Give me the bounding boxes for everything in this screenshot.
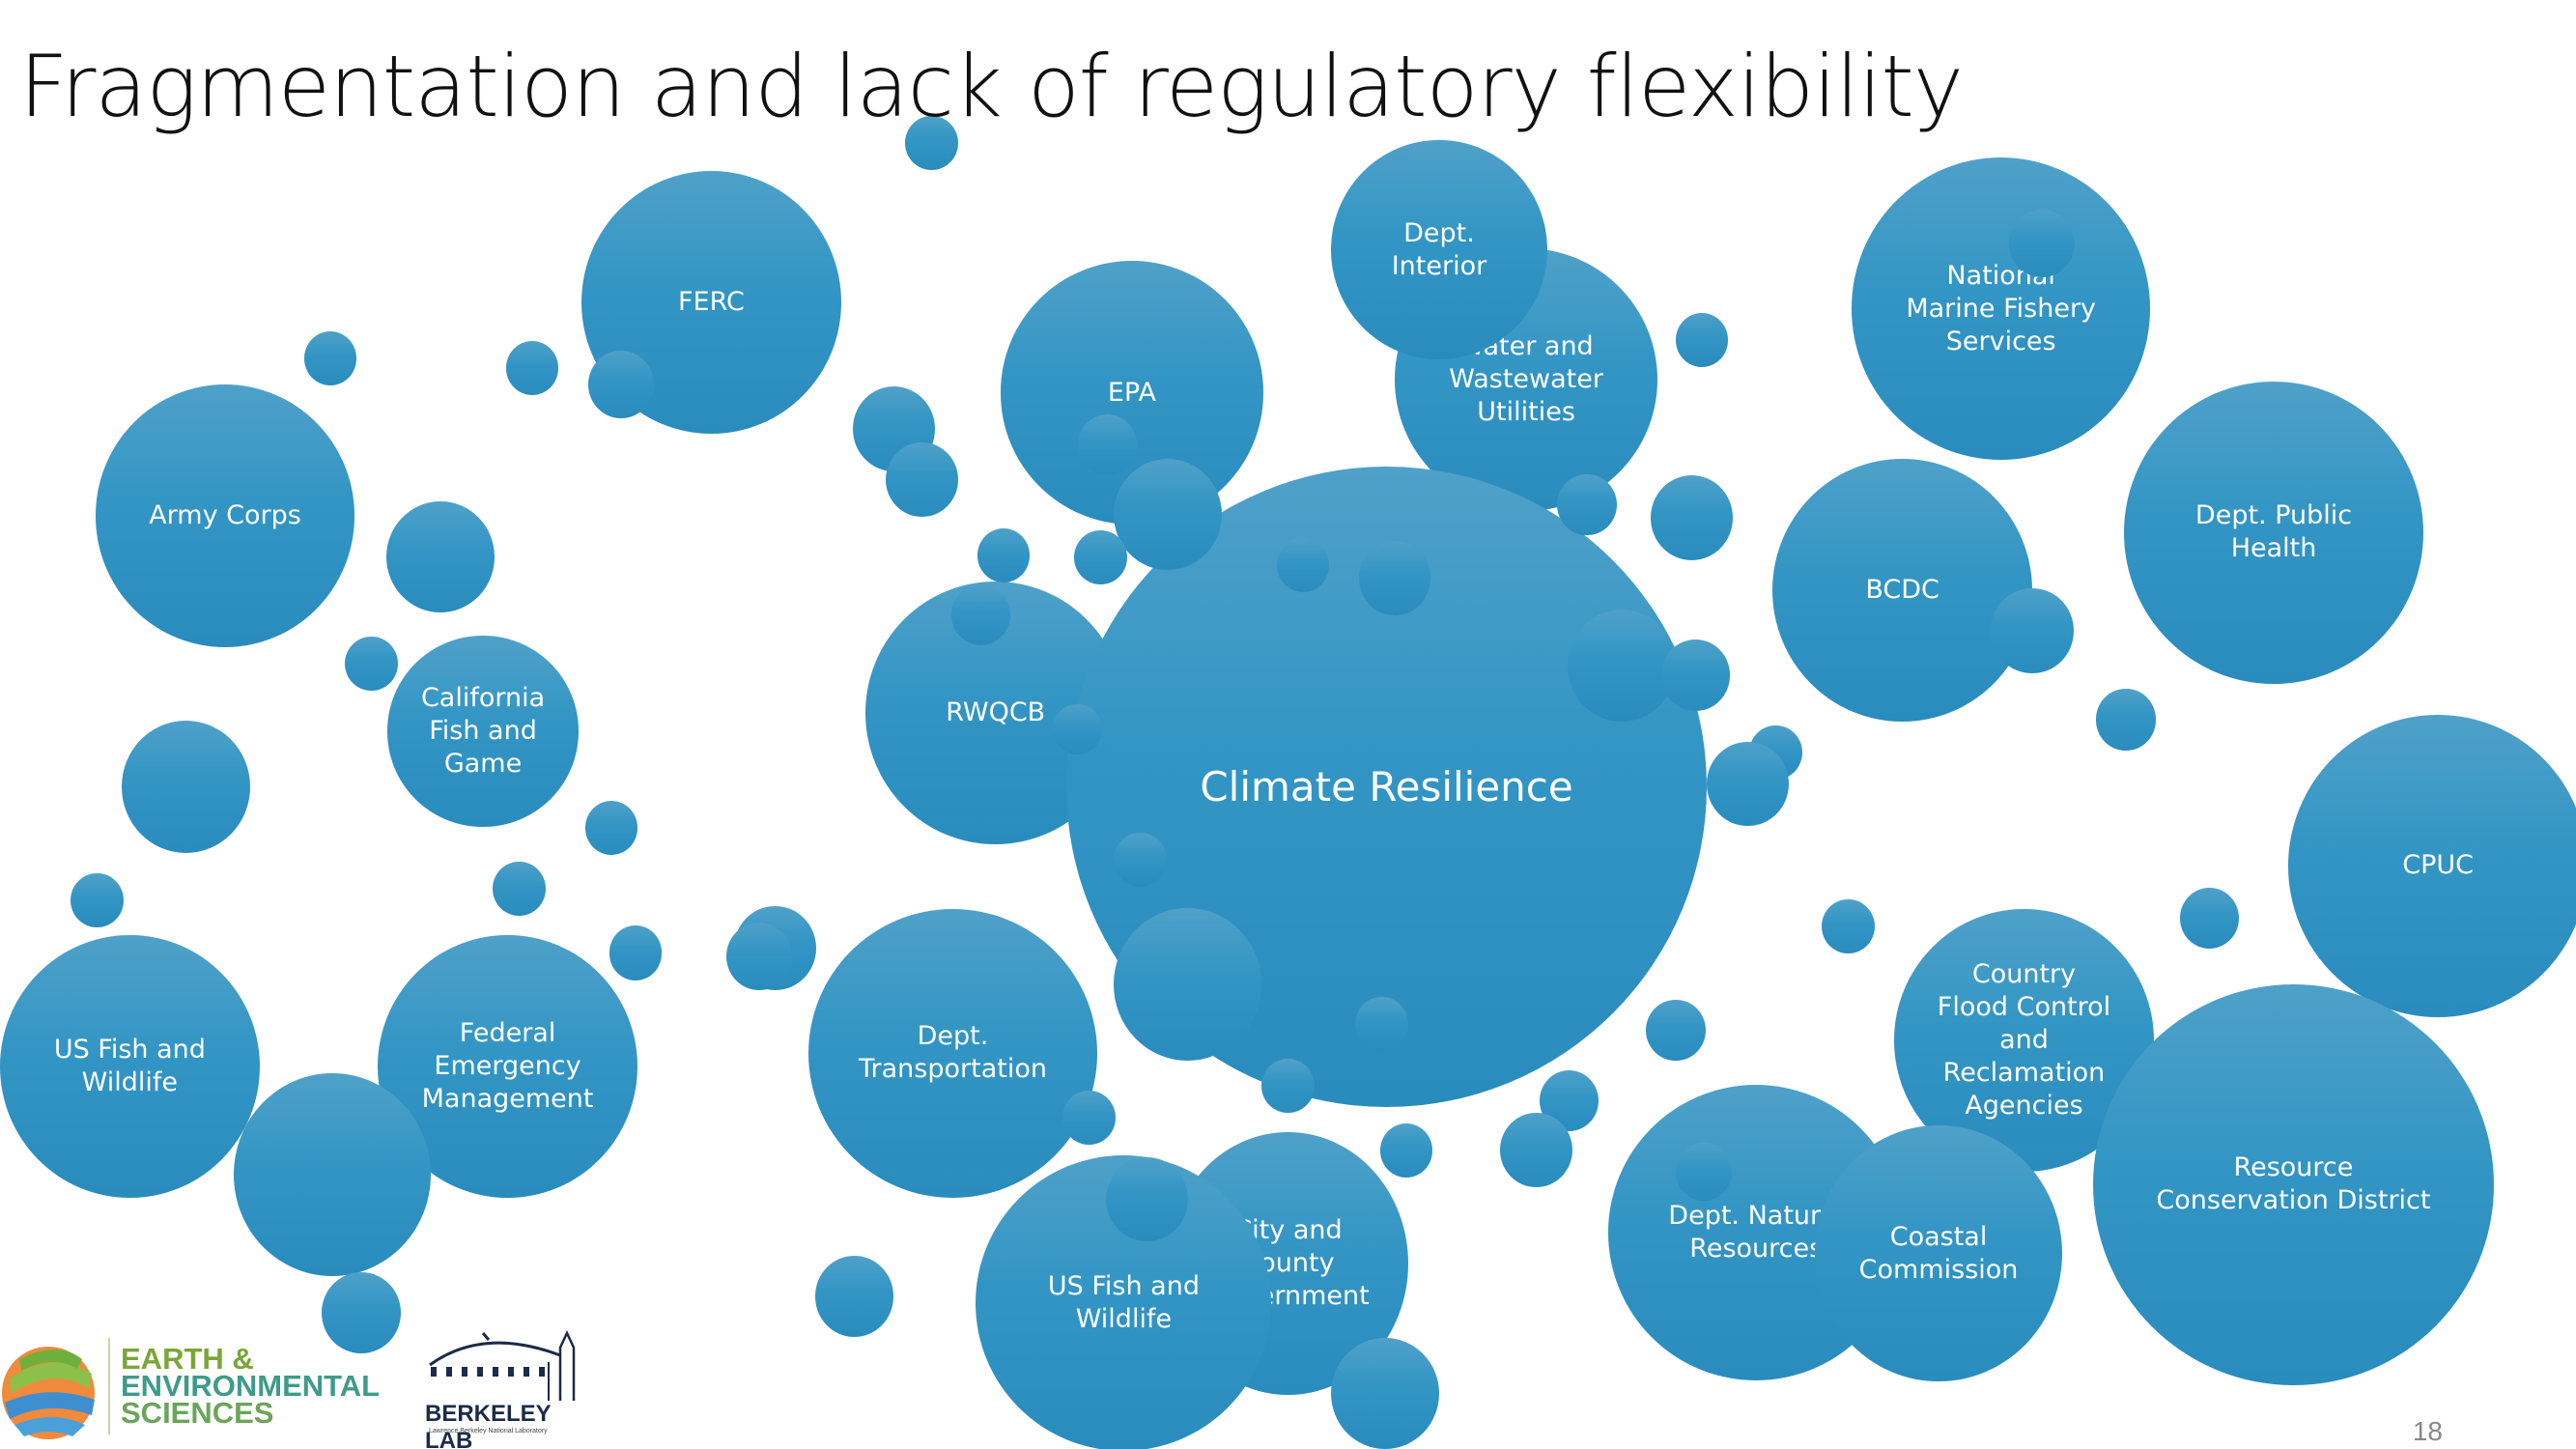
decorative-bubble	[1660, 639, 1731, 711]
decorative-bubble	[584, 801, 637, 856]
ees-wordmark: EARTH & ENVIRONMENTAL SCIENCES	[121, 1342, 381, 1430]
ees-line-1: EARTH &	[121, 1342, 254, 1376]
berkeley-lab-wordmark: BERKELEY LAB	[425, 1401, 552, 1449]
agency-label: California Fish and Game	[420, 682, 546, 779]
agency-bubble-army-corps: Army Corps	[95, 384, 355, 648]
agency-label: BCDC	[1865, 574, 1939, 605]
decorative-bubble	[121, 721, 250, 854]
decorative-bubble	[505, 340, 559, 396]
agency-label: EPA	[1107, 377, 1156, 408]
decorative-bubble	[233, 1073, 431, 1277]
decorative-bubble	[1261, 1059, 1315, 1114]
decorative-bubble	[1053, 703, 1103, 755]
agency-label: National Marine Fishery Services	[1906, 260, 2097, 356]
decorative-bubble	[1355, 996, 1408, 1051]
decorative-bubble	[1567, 610, 1676, 722]
agency-label: Dept. Transportation	[859, 1021, 1047, 1085]
decorative-bubble	[1499, 1113, 1572, 1188]
decorative-bubble	[1077, 414, 1137, 476]
agency-label: Dept. Public Health	[2194, 500, 2353, 564]
agency-label: US Fish and Wildlife	[53, 1034, 206, 1097]
decorative-bubble	[1675, 313, 1729, 368]
center-label: Climate Resilience	[1200, 762, 1573, 810]
decorative-bubble	[1675, 1142, 1732, 1201]
decorative-bubble	[71, 873, 124, 928]
logo-divider	[108, 1338, 110, 1435]
agency-bubble-bcdc: BCDC	[1772, 458, 2032, 722]
agency-label: RWQCB	[946, 697, 1046, 728]
decorative-bubble	[814, 1255, 894, 1338]
agency-bubble-cal-fish-game: California Fish and Game	[387, 636, 579, 827]
decorative-bubble	[1379, 1122, 1433, 1178]
decorative-bubble	[1651, 474, 1734, 560]
ees-line-3: SCIENCES	[121, 1396, 274, 1430]
ees-globe-logo	[2, 1347, 95, 1439]
agency-label: FERC	[678, 286, 745, 317]
agency-label: Water and Wastewater Utilities	[1449, 330, 1603, 427]
decorative-bubble	[303, 330, 357, 385]
decorative-bubble	[1707, 741, 1790, 827]
decorative-bubble	[1105, 1156, 1188, 1242]
decorative-bubble	[1991, 588, 2074, 673]
agency-bubble-coastal: Coastal Commission	[1815, 1125, 2062, 1382]
decorative-bubble	[609, 925, 663, 980]
decorative-bubble	[385, 500, 495, 613]
slide-title: Fragmentation and lack of regulatory fle…	[19, 37, 1964, 136]
berkeley-lab-subtitle: Lawrence Berkeley National Laboratory	[429, 1428, 548, 1435]
decorative-bubble	[725, 922, 792, 990]
decorative-bubble	[493, 862, 546, 917]
berkeley-lab-building-icon	[429, 1330, 576, 1401]
agency-label: US Fish and Wildlife	[1047, 1270, 1200, 1334]
decorative-bubble	[2096, 689, 2156, 751]
agency-label: Resource Conservation District	[2156, 1152, 2431, 1216]
decorative-bubble	[345, 637, 398, 692]
decorative-bubble	[1114, 458, 1223, 571]
decorative-bubble	[1822, 899, 1875, 954]
decorative-bubble	[587, 350, 654, 419]
decorative-bubble	[2180, 888, 2240, 950]
agency-bubble-nmfs: National Marine Fishery Services	[1851, 157, 2151, 461]
agency-label: Army Corps	[149, 500, 301, 531]
decorative-bubble	[1557, 473, 1617, 535]
agency-label: Federal Emergency Management	[421, 1017, 594, 1114]
decorative-bubble	[977, 527, 1031, 582]
decorative-bubble	[2009, 209, 2076, 277]
logo-bar: EARTH & ENVIRONMENTAL SCIENCES BERKELEY …	[0, 1328, 599, 1449]
ees-line-2: ENVIRONMENTAL	[121, 1369, 381, 1403]
decorative-bubble	[1276, 538, 1330, 593]
agency-label: Dept. Interior	[1391, 217, 1487, 281]
decorative-bubble	[1114, 832, 1167, 887]
agency-bubble-dept-interior: Dept. Interior	[1330, 139, 1548, 360]
decorative-bubble	[322, 1271, 402, 1354]
decorative-bubble	[1330, 1337, 1439, 1449]
decorative-bubble	[950, 583, 1011, 645]
agency-bubble-public-health: Dept. Public Health	[2124, 381, 2423, 684]
agency-bubble-transportation: Dept. Transportation	[807, 908, 1098, 1198]
decorative-bubble	[1646, 999, 1706, 1061]
decorative-bubble	[1114, 907, 1262, 1061]
agency-bubble-rcd: Resource Conservation District	[2092, 983, 2494, 1385]
agency-label: Coastal Commission	[1858, 1221, 2019, 1285]
decorative-bubble	[1358, 541, 1431, 616]
decorative-bubble	[1062, 1090, 1116, 1145]
decorative-bubble	[905, 115, 958, 170]
page-number: 18	[2412, 1416, 2443, 1446]
agency-bubble-us-fish-wildlife-left: US Fish and Wildlife	[0, 934, 260, 1198]
agency-label: CPUC	[2402, 850, 2474, 881]
agency-bubble-cpuc: CPUC	[2288, 714, 2576, 1017]
agency-label: Country Flood Control and Reclamation Ag…	[1937, 958, 2111, 1121]
decorative-bubble	[885, 442, 958, 518]
decorative-bubble	[1074, 529, 1127, 584]
